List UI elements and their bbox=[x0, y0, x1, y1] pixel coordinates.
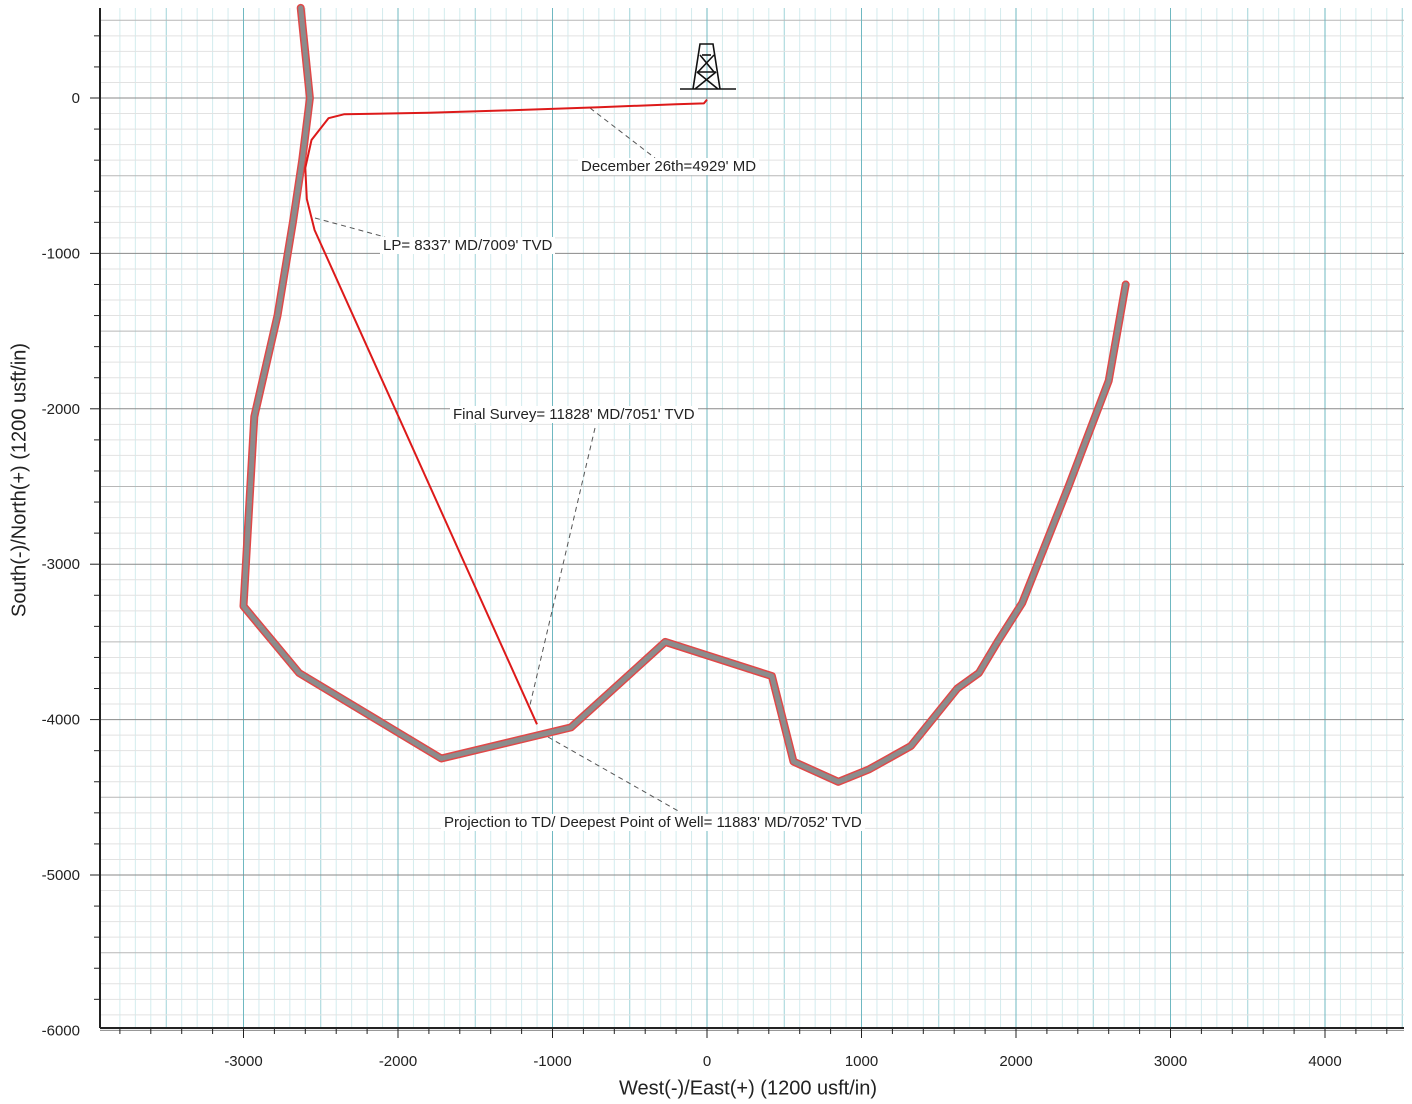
x-tick-label: 3000 bbox=[1154, 1053, 1187, 1070]
x-axis-title: West(-)/East(+) (1200 usft/in) bbox=[618, 1077, 878, 1100]
series-boundary-edge bbox=[239, 3, 1130, 786]
x-tick-label: 2000 bbox=[999, 1053, 1032, 1070]
y-axis-title: South(-)/North(+) (1200 usft/in) bbox=[8, 343, 31, 617]
y-tick-label: -4000 bbox=[42, 712, 80, 729]
annotation-leader-line bbox=[547, 736, 681, 813]
annotation-final-survey: Final Survey= 11828' MD/7051' TVD bbox=[450, 406, 698, 423]
y-tick-label: -6000 bbox=[42, 1022, 80, 1039]
x-tick-label: 1000 bbox=[845, 1053, 878, 1070]
x-tick-label: 0 bbox=[703, 1053, 711, 1070]
x-tick-label: -1000 bbox=[533, 1053, 571, 1070]
x-tick-label: -3000 bbox=[224, 1053, 262, 1070]
series-wellbore-path bbox=[304, 98, 708, 725]
y-tick-label: -2000 bbox=[42, 401, 80, 418]
annotation-december-26th: December 26th=4929' MD bbox=[578, 158, 760, 175]
annotation-projection-td: Projection to TD/ Deepest Point of Well=… bbox=[441, 814, 865, 831]
series-boundary-line bbox=[241, 5, 1129, 785]
annotation-leader-line bbox=[529, 427, 596, 706]
y-tick-label: -3000 bbox=[42, 556, 80, 573]
drilling-rig-icon bbox=[680, 43, 736, 90]
annotation-landing-point: LP= 8337' MD/7009' TVD bbox=[380, 237, 556, 254]
x-tick-label: -2000 bbox=[379, 1053, 417, 1070]
y-tick-label: -5000 bbox=[42, 867, 80, 884]
annotation-leader-line bbox=[589, 107, 656, 159]
y-tick-label: -1000 bbox=[42, 245, 80, 262]
x-tick-label: 4000 bbox=[1308, 1053, 1341, 1070]
annotation-leader-line bbox=[314, 217, 386, 238]
y-tick-label: 0 bbox=[72, 90, 80, 107]
